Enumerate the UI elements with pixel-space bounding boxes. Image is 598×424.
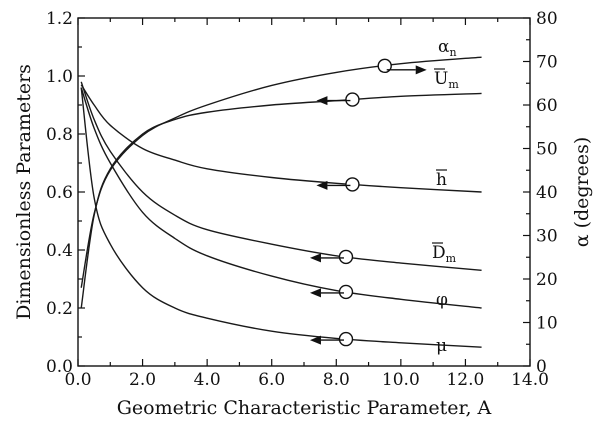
series-marker (345, 177, 360, 192)
series-line (80, 84, 482, 193)
axis-arrow (316, 96, 351, 106)
tick-labels: 0.0 2.0 4.0 6.0 8.0 10.0 12.0 14.0 0.0 0.2 0.4 0.6 0… (46, 9, 558, 390)
x-tick-label: 0.0 (64, 370, 91, 390)
series-label-main: μ (436, 336, 447, 356)
y-right-tick-label: 20 (536, 270, 558, 290)
series-line (80, 87, 482, 348)
y-left-tick-label: 0.6 (46, 183, 73, 203)
x-tick-label: 8.0 (323, 370, 350, 390)
arrow-head (309, 335, 321, 345)
series-label: μ (436, 336, 447, 356)
arrow-head (309, 253, 321, 263)
y-left-tick-label: 0.0 (46, 357, 73, 377)
series-marker (338, 284, 354, 300)
y-right-axis-title: α (degrees) (571, 137, 593, 248)
series-marker (338, 331, 354, 347)
axis-arrow (309, 288, 344, 298)
series-label-subscript: m (446, 252, 457, 265)
series-label-main: D (432, 243, 446, 263)
series-line (80, 87, 482, 309)
arrow-head (415, 65, 427, 75)
series-label: φ (436, 290, 448, 310)
y-right-tick-label: 40 (536, 183, 558, 203)
series-label-main: α (438, 37, 450, 57)
series-label: Dm (432, 243, 457, 265)
y-right-tick-label: 70 (536, 53, 558, 73)
arrow-head (309, 288, 321, 298)
x-tick-label: 2.0 (129, 370, 156, 390)
y-right-tick-label: 60 (536, 96, 558, 116)
y-left-tick-label: 0.8 (46, 125, 73, 145)
ticks (77, 17, 531, 367)
y-left-tick-label: 1.0 (46, 67, 73, 87)
arrow-head (316, 180, 328, 190)
x-axis-title: Geometric Characteristic Parameter, A (117, 397, 492, 419)
y-right-tick-label: 50 (536, 140, 558, 160)
axis-arrow (316, 180, 351, 190)
series-line (80, 56, 482, 288)
series-label-main: φ (436, 290, 448, 310)
y-left-tick-label: 0.4 (46, 241, 73, 261)
y-left-tick-label: 1.2 (46, 9, 73, 29)
x-tick-label: 4.0 (194, 370, 221, 390)
y-right-tick-label: 0 (536, 357, 547, 377)
x-tick-label: 10.0 (382, 370, 420, 390)
series-label-subscript: m (448, 78, 459, 91)
series-label-main: U (434, 69, 448, 89)
x-tick-label: 6.0 (258, 370, 285, 390)
x-tick-label: 14.0 (511, 370, 549, 390)
arrow-head (316, 96, 328, 106)
axis-arrow (309, 253, 344, 263)
series-label-subscript: n (449, 46, 456, 59)
y-right-tick-label: 10 (536, 314, 558, 334)
axis-arrow (386, 65, 427, 75)
curves (80, 56, 482, 348)
axis-arrow (309, 335, 344, 345)
series-marker (377, 58, 392, 74)
series-marker (345, 92, 360, 107)
series-line (80, 92, 482, 309)
series-marker (338, 249, 354, 265)
series-label: h (436, 170, 447, 190)
series-label: αn (438, 37, 457, 59)
y-left-axis-title: Dimensionless Parameters (13, 64, 35, 320)
series-label: Um (434, 69, 459, 91)
y-right-tick-label: 30 (536, 227, 558, 247)
y-right-tick-label: 80 (536, 9, 558, 29)
series-line (80, 81, 482, 271)
plot-frame (77, 17, 531, 367)
y-left-tick-label: 0.2 (46, 299, 73, 319)
x-tick-label: 12.0 (446, 370, 484, 390)
series-label-main: h (436, 170, 447, 190)
